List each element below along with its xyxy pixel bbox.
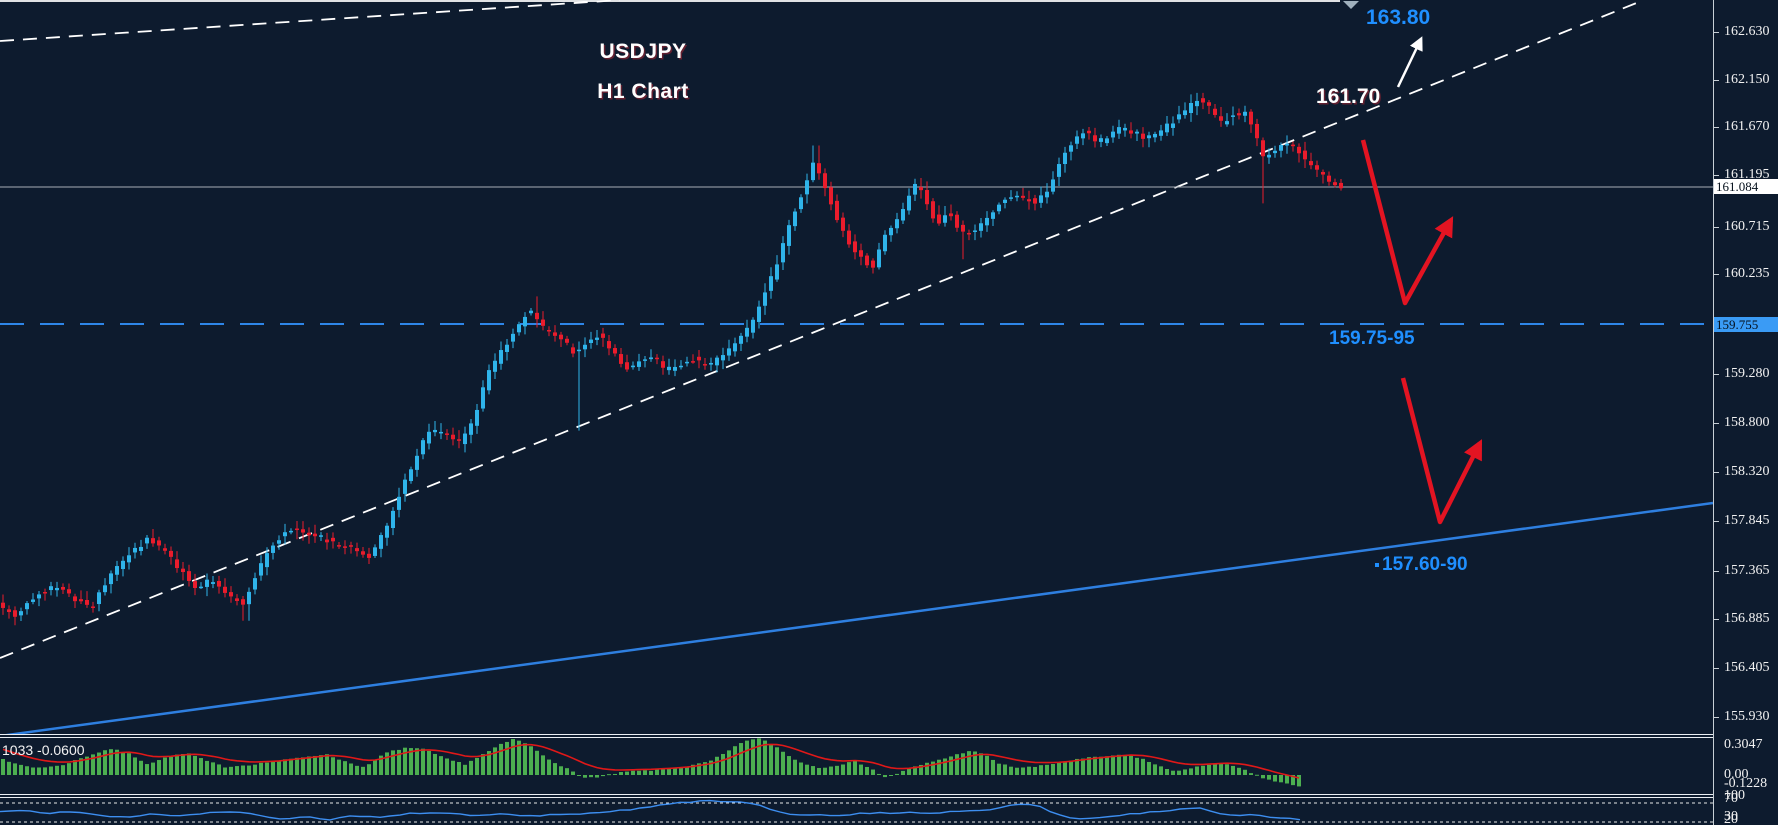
osma-panel-canvas[interactable] [0,738,1713,794]
price-tick-label: 157.845 [1724,513,1770,528]
dot-marker [1375,563,1379,567]
osma-signal-line [2,743,1300,779]
long-term-support-blue[interactable] [0,501,1713,735]
chart-title: USDJPY H1 Chart [558,32,728,112]
annotation-support-zone-1: 159.75-95 [1329,328,1415,349]
panel-separator[interactable] [0,734,1714,735]
price-tick-mark [1713,80,1719,81]
price-tick-label: 160.715 [1724,219,1770,234]
annotation-upper-target: 163.80 [1366,6,1431,29]
annotation-breakout-level: 161.70 [1316,85,1381,108]
price-tick-mark [1713,619,1719,620]
timeframe-title: H1 Chart [597,80,689,103]
price-tick-mark [1713,472,1719,473]
price-tick-label: 157.365 [1724,563,1770,578]
price-tick-label: 161.195 [1724,167,1770,182]
oscillator-axis-label: 100 [1724,788,1745,803]
price-tick-label: 155.930 [1724,709,1770,724]
annotation-support-zone-2: 157.60-90 [1382,554,1468,575]
symbol-title: USDJPY [599,40,687,63]
panel-separator[interactable] [0,797,1714,798]
price-tick-mark [1713,175,1719,176]
price-tick-mark [1713,374,1719,375]
main-chart-canvas[interactable] [0,0,1713,735]
red-projection-2 [1400,377,1483,525]
price-tick-mark [1713,423,1719,424]
osma-axis-label: -0.1228 [1724,776,1768,791]
oscillator-axis-label: 20 [1724,812,1738,825]
price-tick-label: 158.320 [1724,464,1770,479]
price-tick-mark [1713,32,1719,33]
price-tick-label: 156.885 [1724,611,1770,626]
price-tick-mark [1713,571,1719,572]
price-axis[interactable]: 162.630 162.150 161.670 161.195 160.715 160.2… [1713,0,1778,825]
price-tick-label: 156.405 [1724,660,1770,675]
price-tick-mark [1713,274,1719,275]
price-tick-mark [1713,668,1719,669]
price-tick-mark [1713,127,1719,128]
price-tick-label: 159.280 [1724,366,1770,381]
oscillator-axis-label: 30 [1724,809,1738,824]
oscillator-axis-label: 70 [1724,791,1738,806]
price-tick-mark [1713,717,1719,718]
upper-channel-dashed[interactable] [0,0,621,42]
price-tick-mark [1713,227,1719,228]
candlestick-series [1,92,1343,626]
price-tick-mark [1713,521,1719,522]
highlighted-level-label: 159.755 [1714,316,1778,332]
current-price-label: 161.084 [1714,178,1778,194]
price-tick-label: 160.235 [1724,266,1770,281]
white-target-arrow [1396,36,1423,88]
price-tick-label: 162.630 [1724,24,1770,39]
osma-axis-label: 0.3047 [1724,737,1763,752]
osma-axis-label: 0.00 [1724,767,1749,782]
panel-separator[interactable] [0,737,1714,738]
price-tick-label: 158.800 [1724,415,1770,430]
price-tick-label: 162.150 [1724,72,1770,87]
axis-border [1713,0,1714,825]
osma-value-label: 1033 -0.0600 [2,742,85,758]
oscillator-line [0,799,1301,821]
price-tick-label: 161.670 [1724,119,1770,134]
panel-separator[interactable] [0,794,1714,795]
oscillator-panel-canvas[interactable] [0,798,1713,825]
red-projection-1 [1360,139,1454,306]
rising-support-dashed[interactable] [0,0,1645,659]
chart-shift-marker-icon[interactable] [1343,1,1359,9]
